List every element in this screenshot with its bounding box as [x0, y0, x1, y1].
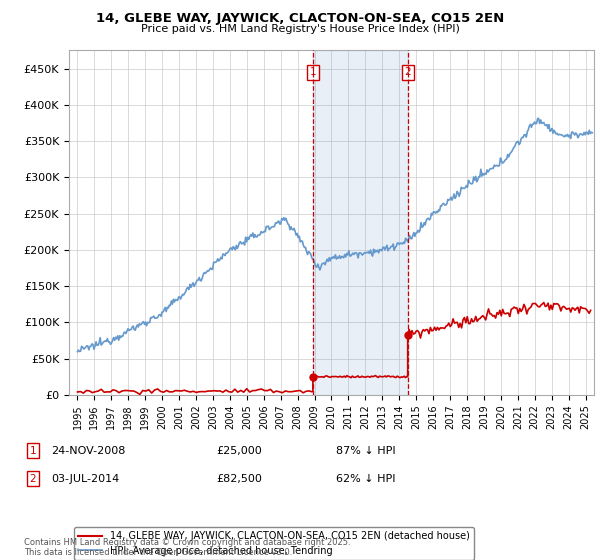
Text: 14, GLEBE WAY, JAYWICK, CLACTON-ON-SEA, CO15 2EN: 14, GLEBE WAY, JAYWICK, CLACTON-ON-SEA, …	[96, 12, 504, 25]
Legend: 14, GLEBE WAY, JAYWICK, CLACTON-ON-SEA, CO15 2EN (detached house), HPI: Average : 14, GLEBE WAY, JAYWICK, CLACTON-ON-SEA, …	[74, 527, 473, 560]
Bar	[313, 50, 408, 395]
Text: 87% ↓ HPI: 87% ↓ HPI	[336, 446, 395, 456]
Text: 1: 1	[29, 446, 37, 456]
Text: 2: 2	[29, 474, 37, 484]
Text: 62% ↓ HPI: 62% ↓ HPI	[336, 474, 395, 484]
Text: Price paid vs. HM Land Registry's House Price Index (HPI): Price paid vs. HM Land Registry's House …	[140, 24, 460, 34]
Text: £82,500: £82,500	[216, 474, 262, 484]
Text: 2: 2	[404, 67, 411, 77]
Text: 24-NOV-2008: 24-NOV-2008	[51, 446, 125, 456]
Text: Contains HM Land Registry data © Crown copyright and database right 2025.
This d: Contains HM Land Registry data © Crown c…	[24, 538, 350, 557]
Text: £25,000: £25,000	[216, 446, 262, 456]
Text: 1: 1	[310, 67, 316, 77]
Text: 03-JUL-2014: 03-JUL-2014	[51, 474, 119, 484]
